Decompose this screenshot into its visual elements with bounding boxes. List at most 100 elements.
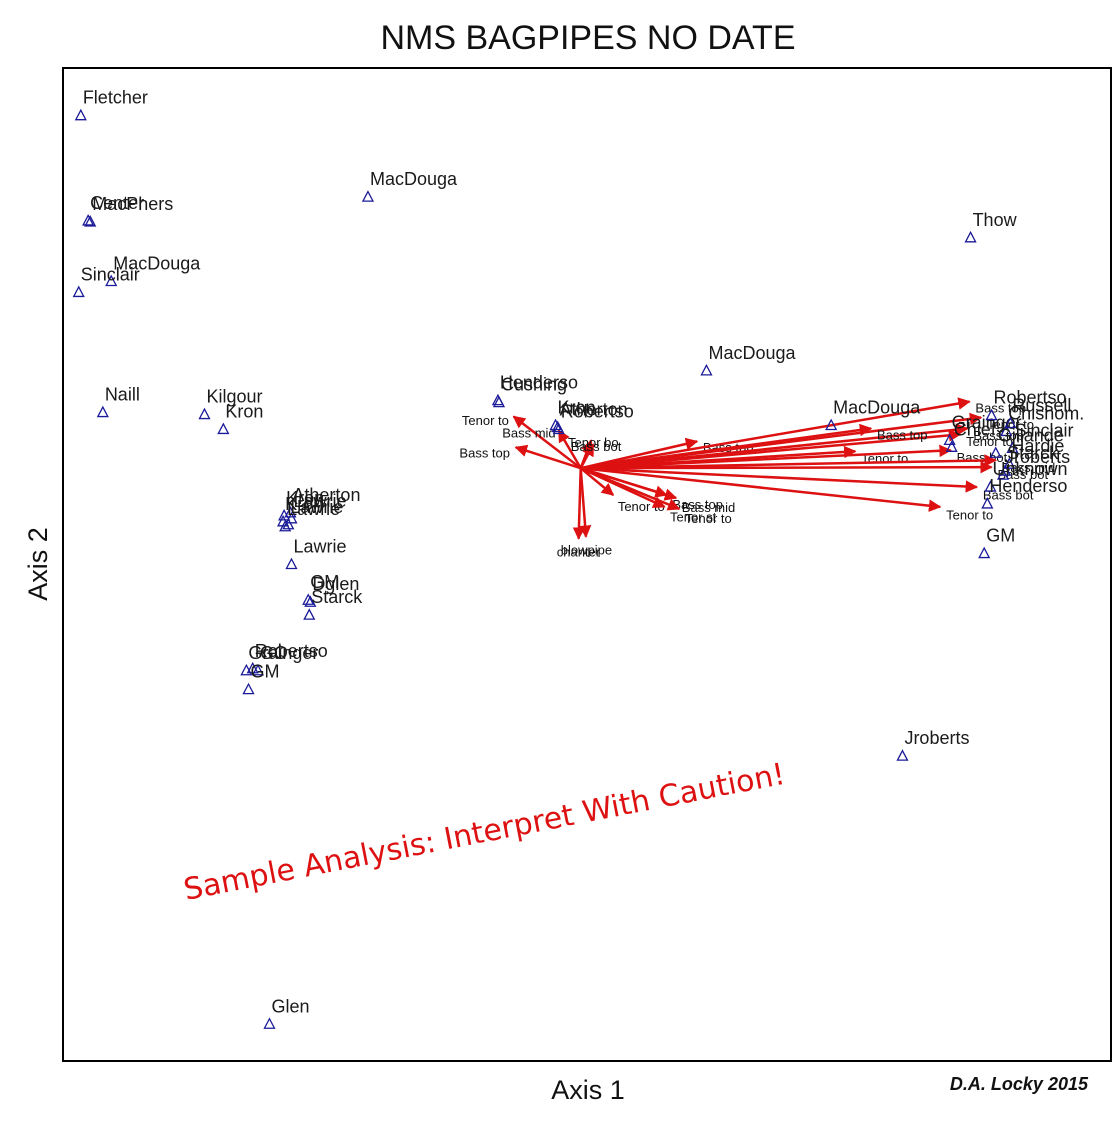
plot-frame <box>62 67 1112 1062</box>
vector-arrow <box>580 397 971 470</box>
vector-label: Bass top <box>877 428 928 443</box>
vector-label: Tenor to <box>462 413 509 428</box>
data-point-marker <box>96 405 109 418</box>
data-point-label: MacDouga <box>113 253 201 273</box>
data-point-marker <box>198 407 211 420</box>
data-point-label: Kilgour <box>206 387 262 407</box>
data-point-label: GM <box>310 572 339 592</box>
vector-label: Tenor to <box>685 511 732 526</box>
data-point-marker <box>896 749 909 761</box>
vector-arrow <box>580 466 942 512</box>
data-point-label: Henderso <box>989 476 1067 496</box>
data-point-marker <box>105 274 118 287</box>
vector-arrow <box>514 444 582 470</box>
data-point-label: Chief <box>954 419 997 439</box>
data-point-label: Center <box>90 193 144 213</box>
data-point-label: Robertso <box>255 641 328 661</box>
data-point-marker <box>984 480 997 492</box>
data-point-label: Atherton <box>560 399 628 419</box>
data-point-label: Kron <box>558 397 596 417</box>
data-point-label: Lawrie <box>287 499 340 519</box>
data-point-marker <box>945 440 958 452</box>
data-point-label: Starck <box>311 587 363 607</box>
data-point-marker <box>246 661 259 674</box>
data-point-marker <box>251 663 265 676</box>
data-point-marker <box>996 468 1010 480</box>
vector-arrow <box>580 467 681 511</box>
chart-title: NMS BAGPIPES NO DATE <box>380 19 795 57</box>
data-point-label: Unknown <box>992 459 1067 479</box>
data-point-marker <box>263 1017 276 1029</box>
data-point-marker <box>361 190 375 202</box>
vector-arrow <box>580 429 962 470</box>
data-point-marker <box>700 363 713 376</box>
data-point-label: GM <box>986 526 1015 546</box>
data-point-label: Jroberts <box>904 728 969 748</box>
data-point-marker <box>82 214 95 226</box>
data-point-marker <box>84 215 97 227</box>
vector-label: Bass mid <box>682 500 735 515</box>
vector-label: Bass bot <box>571 439 622 454</box>
data-point-marker <box>978 546 991 559</box>
data-point-marker <box>302 593 315 605</box>
vector-label: Tenor to <box>987 417 1034 432</box>
data-point-marker <box>1000 424 1013 437</box>
data-point-marker <box>943 433 956 446</box>
vector-arrow <box>578 468 592 538</box>
data-point-marker <box>72 285 85 298</box>
data-point-label: Atherton <box>292 485 360 505</box>
vector-label: Bass bot <box>998 467 1049 482</box>
data-point-marker <box>279 519 292 532</box>
data-point-marker <box>240 663 253 676</box>
vector-label: Tenor st <box>670 509 717 524</box>
data-point-marker <box>303 608 316 620</box>
data-point-marker <box>1003 457 1016 469</box>
data-point-label: GC <box>260 643 287 663</box>
data-point-label: Glen <box>271 996 309 1016</box>
data-point-label: GM <box>250 662 279 682</box>
vector-label: blowpipe <box>561 543 612 558</box>
vector-label: Bass top <box>672 497 723 512</box>
data-point-label: Lawrie <box>293 491 346 511</box>
data-point-marker <box>278 508 291 521</box>
vector-label: Bass top <box>975 401 1026 416</box>
vector-label: chanter <box>557 545 601 560</box>
caution-annotation: Sample Analysis: Interpret With Caution! <box>181 757 788 908</box>
data-point-marker <box>217 422 230 435</box>
x-axis-label: Axis 1 <box>551 1075 625 1105</box>
vector-arrow <box>557 429 582 469</box>
data-point-marker <box>282 517 295 530</box>
data-point-label: Kron <box>286 488 324 508</box>
vector-label: Tenor bo <box>568 435 619 450</box>
data-point-marker <box>242 682 255 695</box>
data-point-label: Kron <box>285 494 323 514</box>
data-point-label: MacDouga <box>370 169 458 189</box>
data-point-marker <box>284 505 297 518</box>
vector-arrow <box>579 443 595 469</box>
vector-label: Bass top <box>973 428 1024 443</box>
vector-arrow <box>580 466 678 501</box>
data-point-marker <box>304 595 317 607</box>
data-point-marker <box>825 418 838 431</box>
vector-label: Bass top <box>459 445 510 460</box>
data-point-label: Cushing <box>501 375 567 395</box>
data-point-label: Henderso <box>500 373 578 393</box>
data-point-label: Starck <box>1007 443 1059 463</box>
y-axis-label: Axis 2 <box>23 527 53 601</box>
vector-label: Bass mid <box>502 425 555 440</box>
data-point-marker <box>285 557 298 570</box>
data-point-marker <box>492 395 506 408</box>
data-point-marker <box>964 230 977 243</box>
data-point-label: Russell <box>1012 395 1071 415</box>
vector-arrow <box>580 466 979 493</box>
data-point-label: Sinclair <box>81 264 140 284</box>
vector-label: Tenor to <box>946 508 993 523</box>
point-layer: FletcherCenterMacPhersMacDougaSinclairMa… <box>72 88 1084 1029</box>
vector-label: Bass mid <box>1002 460 1055 475</box>
vector-arrow <box>579 467 615 496</box>
data-point-label: Grainger <box>952 412 1022 432</box>
data-point-marker <box>985 408 998 421</box>
data-point-label: Kron <box>225 401 263 421</box>
